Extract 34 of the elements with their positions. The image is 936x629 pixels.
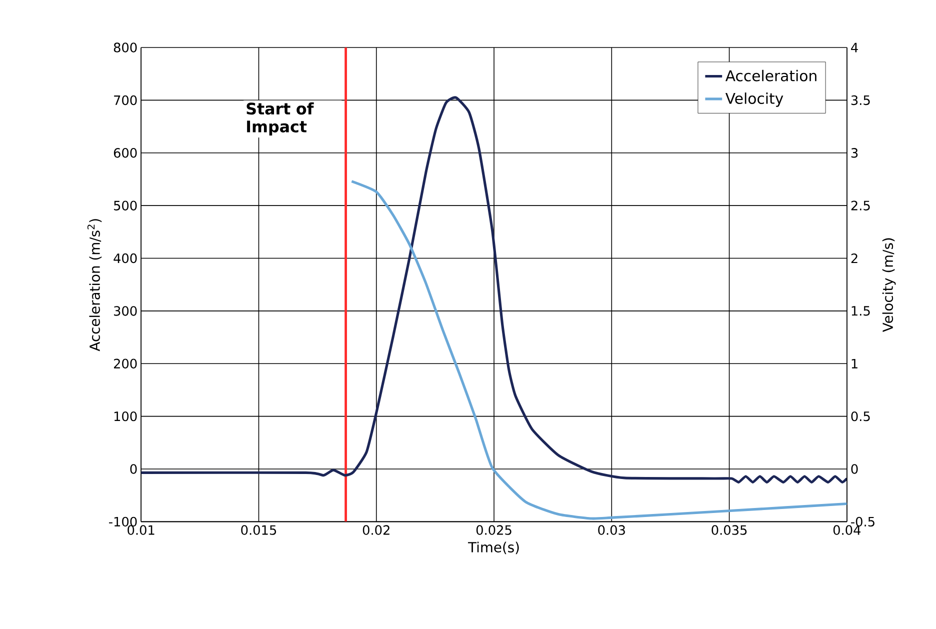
- y-axis-title: Acceleration (m/s$^{2}$): [87, 219, 102, 352]
- legend-label: Acceleration: [725, 70, 816, 82]
- y-tick-label: 300: [114, 306, 137, 316]
- x-tick-label: 0.025: [476, 525, 512, 536]
- y2-tick-label: 3.5: [851, 96, 870, 106]
- x-tick-label: 0.035: [712, 525, 747, 536]
- y-tick-label: 200: [114, 358, 137, 369]
- y-tick-label: -100: [109, 517, 137, 527]
- y2-tick-label: 2: [851, 254, 858, 264]
- x-tick-label: 0.02: [362, 525, 390, 536]
- line-series: [350, 180, 847, 520]
- y2-tick-label: 1.5: [852, 306, 870, 316]
- y-tick-label: 400: [114, 254, 137, 264]
- y-tick-label: 600: [114, 148, 137, 158]
- y2-axis-title: Velocity (m/s): [882, 238, 896, 332]
- y2-tick-label: -0.5: [851, 517, 874, 527]
- y-tick-label: 100: [114, 412, 137, 422]
- y2-tick-label: 1: [852, 359, 858, 369]
- y2-tick-label: 0.5: [851, 412, 870, 422]
- y2-tick-label: 3: [851, 148, 858, 158]
- x-tick-label: 0.04: [833, 525, 861, 536]
- x-tick-label: 0.015: [241, 525, 276, 536]
- y-tick-label: 700: [114, 96, 137, 106]
- y2-tick-label: 4: [851, 43, 858, 52]
- y-tick-label: 0: [130, 464, 137, 474]
- y2-tick-label: 0: [851, 464, 858, 474]
- x-tick-label: 0.01: [128, 525, 154, 536]
- legend-label: Velocity: [725, 92, 784, 108]
- y-tick-label: 800: [114, 42, 137, 53]
- y-tick-label: 500: [114, 200, 137, 211]
- x-tick-label: 0.03: [598, 525, 625, 536]
- ref-line-label: Start of Impact: [246, 102, 314, 136]
- x-axis-title: Time(s): [468, 542, 519, 554]
- y2-tick-label: 2.5: [851, 200, 870, 211]
